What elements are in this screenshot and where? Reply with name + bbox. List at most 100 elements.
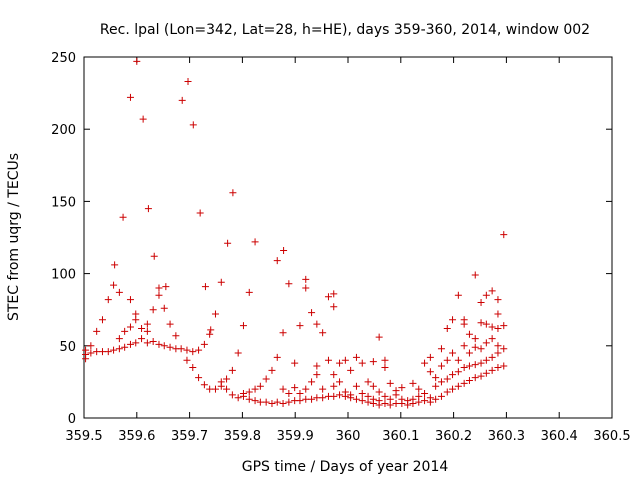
data-point — [449, 316, 457, 324]
data-point — [352, 353, 360, 361]
data-point — [178, 96, 186, 104]
data-point — [160, 304, 168, 312]
data-point — [189, 121, 197, 129]
data-point — [223, 375, 231, 383]
data-point — [239, 322, 247, 330]
data-point — [488, 335, 496, 343]
data-point — [273, 257, 281, 265]
data-point — [280, 246, 288, 254]
data-point — [398, 384, 406, 392]
data-point — [392, 387, 400, 395]
data-point — [471, 335, 479, 343]
data-point — [262, 375, 270, 383]
data-point — [115, 335, 123, 343]
y-axis: 0 50 100 150 200 250 — [51, 51, 612, 427]
data-point — [432, 395, 440, 403]
data-point — [285, 280, 293, 288]
data-point — [488, 353, 496, 361]
data-point — [488, 366, 496, 374]
data-point — [200, 381, 208, 389]
data-point — [296, 322, 304, 330]
data-point — [449, 385, 457, 393]
data-point — [471, 361, 479, 369]
data-point — [352, 382, 360, 390]
data-point — [200, 340, 208, 348]
plot-frame — [83, 56, 613, 419]
data-point — [421, 359, 429, 367]
data-point — [454, 291, 462, 299]
data-point — [279, 400, 287, 408]
data-point — [494, 349, 502, 357]
y-tick-label: 100 — [51, 268, 76, 283]
data-point — [432, 374, 440, 382]
x-tick-label: 359.9 — [277, 429, 314, 444]
data-point — [477, 298, 485, 306]
data-point — [126, 296, 134, 304]
data-point — [500, 345, 508, 353]
data-point — [143, 320, 151, 328]
data-point — [369, 395, 377, 403]
data-point — [239, 389, 247, 397]
x-tick-label: 359.5 — [65, 429, 102, 444]
data-point — [454, 382, 462, 390]
data-point — [196, 209, 204, 217]
x-tick-label: 360.4 — [541, 429, 578, 444]
data-point — [291, 384, 299, 392]
data-point — [268, 400, 276, 408]
data-point — [319, 394, 327, 402]
data-point — [477, 319, 485, 327]
x-tick-label: 359.8 — [224, 429, 261, 444]
data-point — [166, 320, 174, 328]
data-point — [409, 379, 417, 387]
data-point — [211, 310, 219, 318]
data-point — [302, 275, 310, 283]
data-point — [437, 378, 445, 386]
data-point — [460, 342, 468, 350]
data-point — [110, 281, 118, 289]
data-point — [460, 316, 468, 324]
data-point — [133, 57, 141, 65]
data-point — [308, 309, 316, 317]
data-point — [336, 391, 344, 399]
data-point — [229, 189, 237, 197]
data-point — [358, 389, 366, 397]
data-point — [494, 324, 502, 332]
data-point — [245, 395, 253, 403]
data-point — [437, 345, 445, 353]
data-point — [166, 343, 174, 351]
data-point — [465, 362, 473, 370]
data-point — [217, 278, 225, 286]
data-point — [341, 388, 349, 396]
data-point — [369, 382, 377, 390]
data-point — [172, 332, 180, 340]
data-point — [449, 371, 457, 379]
data-point — [465, 376, 473, 384]
data-point — [482, 320, 490, 328]
data-point — [409, 395, 417, 403]
data-point — [224, 239, 232, 247]
data-point — [150, 252, 158, 260]
data-point — [285, 389, 293, 397]
x-tick-label: 360.5 — [593, 429, 630, 444]
data-point — [223, 385, 231, 393]
data-point — [313, 362, 321, 370]
data-point — [183, 356, 191, 364]
data-point — [207, 326, 215, 334]
data-point — [104, 296, 112, 304]
x-axis: 359.5 359.6 359.7 359.8 359.9 360 360.1 360.2 36… — [65, 57, 631, 444]
data-point — [138, 335, 146, 343]
data-point — [268, 366, 276, 374]
data-point — [324, 293, 332, 301]
data-point — [217, 378, 225, 386]
data-point — [421, 389, 429, 397]
data-point — [149, 337, 157, 345]
y-tick-label: 150 — [51, 195, 76, 210]
data-point — [206, 330, 214, 338]
data-point — [381, 363, 389, 371]
data-point — [228, 391, 236, 399]
data-point — [375, 388, 383, 396]
data-point — [437, 392, 445, 400]
data-point — [398, 395, 406, 403]
data-point — [482, 369, 490, 377]
